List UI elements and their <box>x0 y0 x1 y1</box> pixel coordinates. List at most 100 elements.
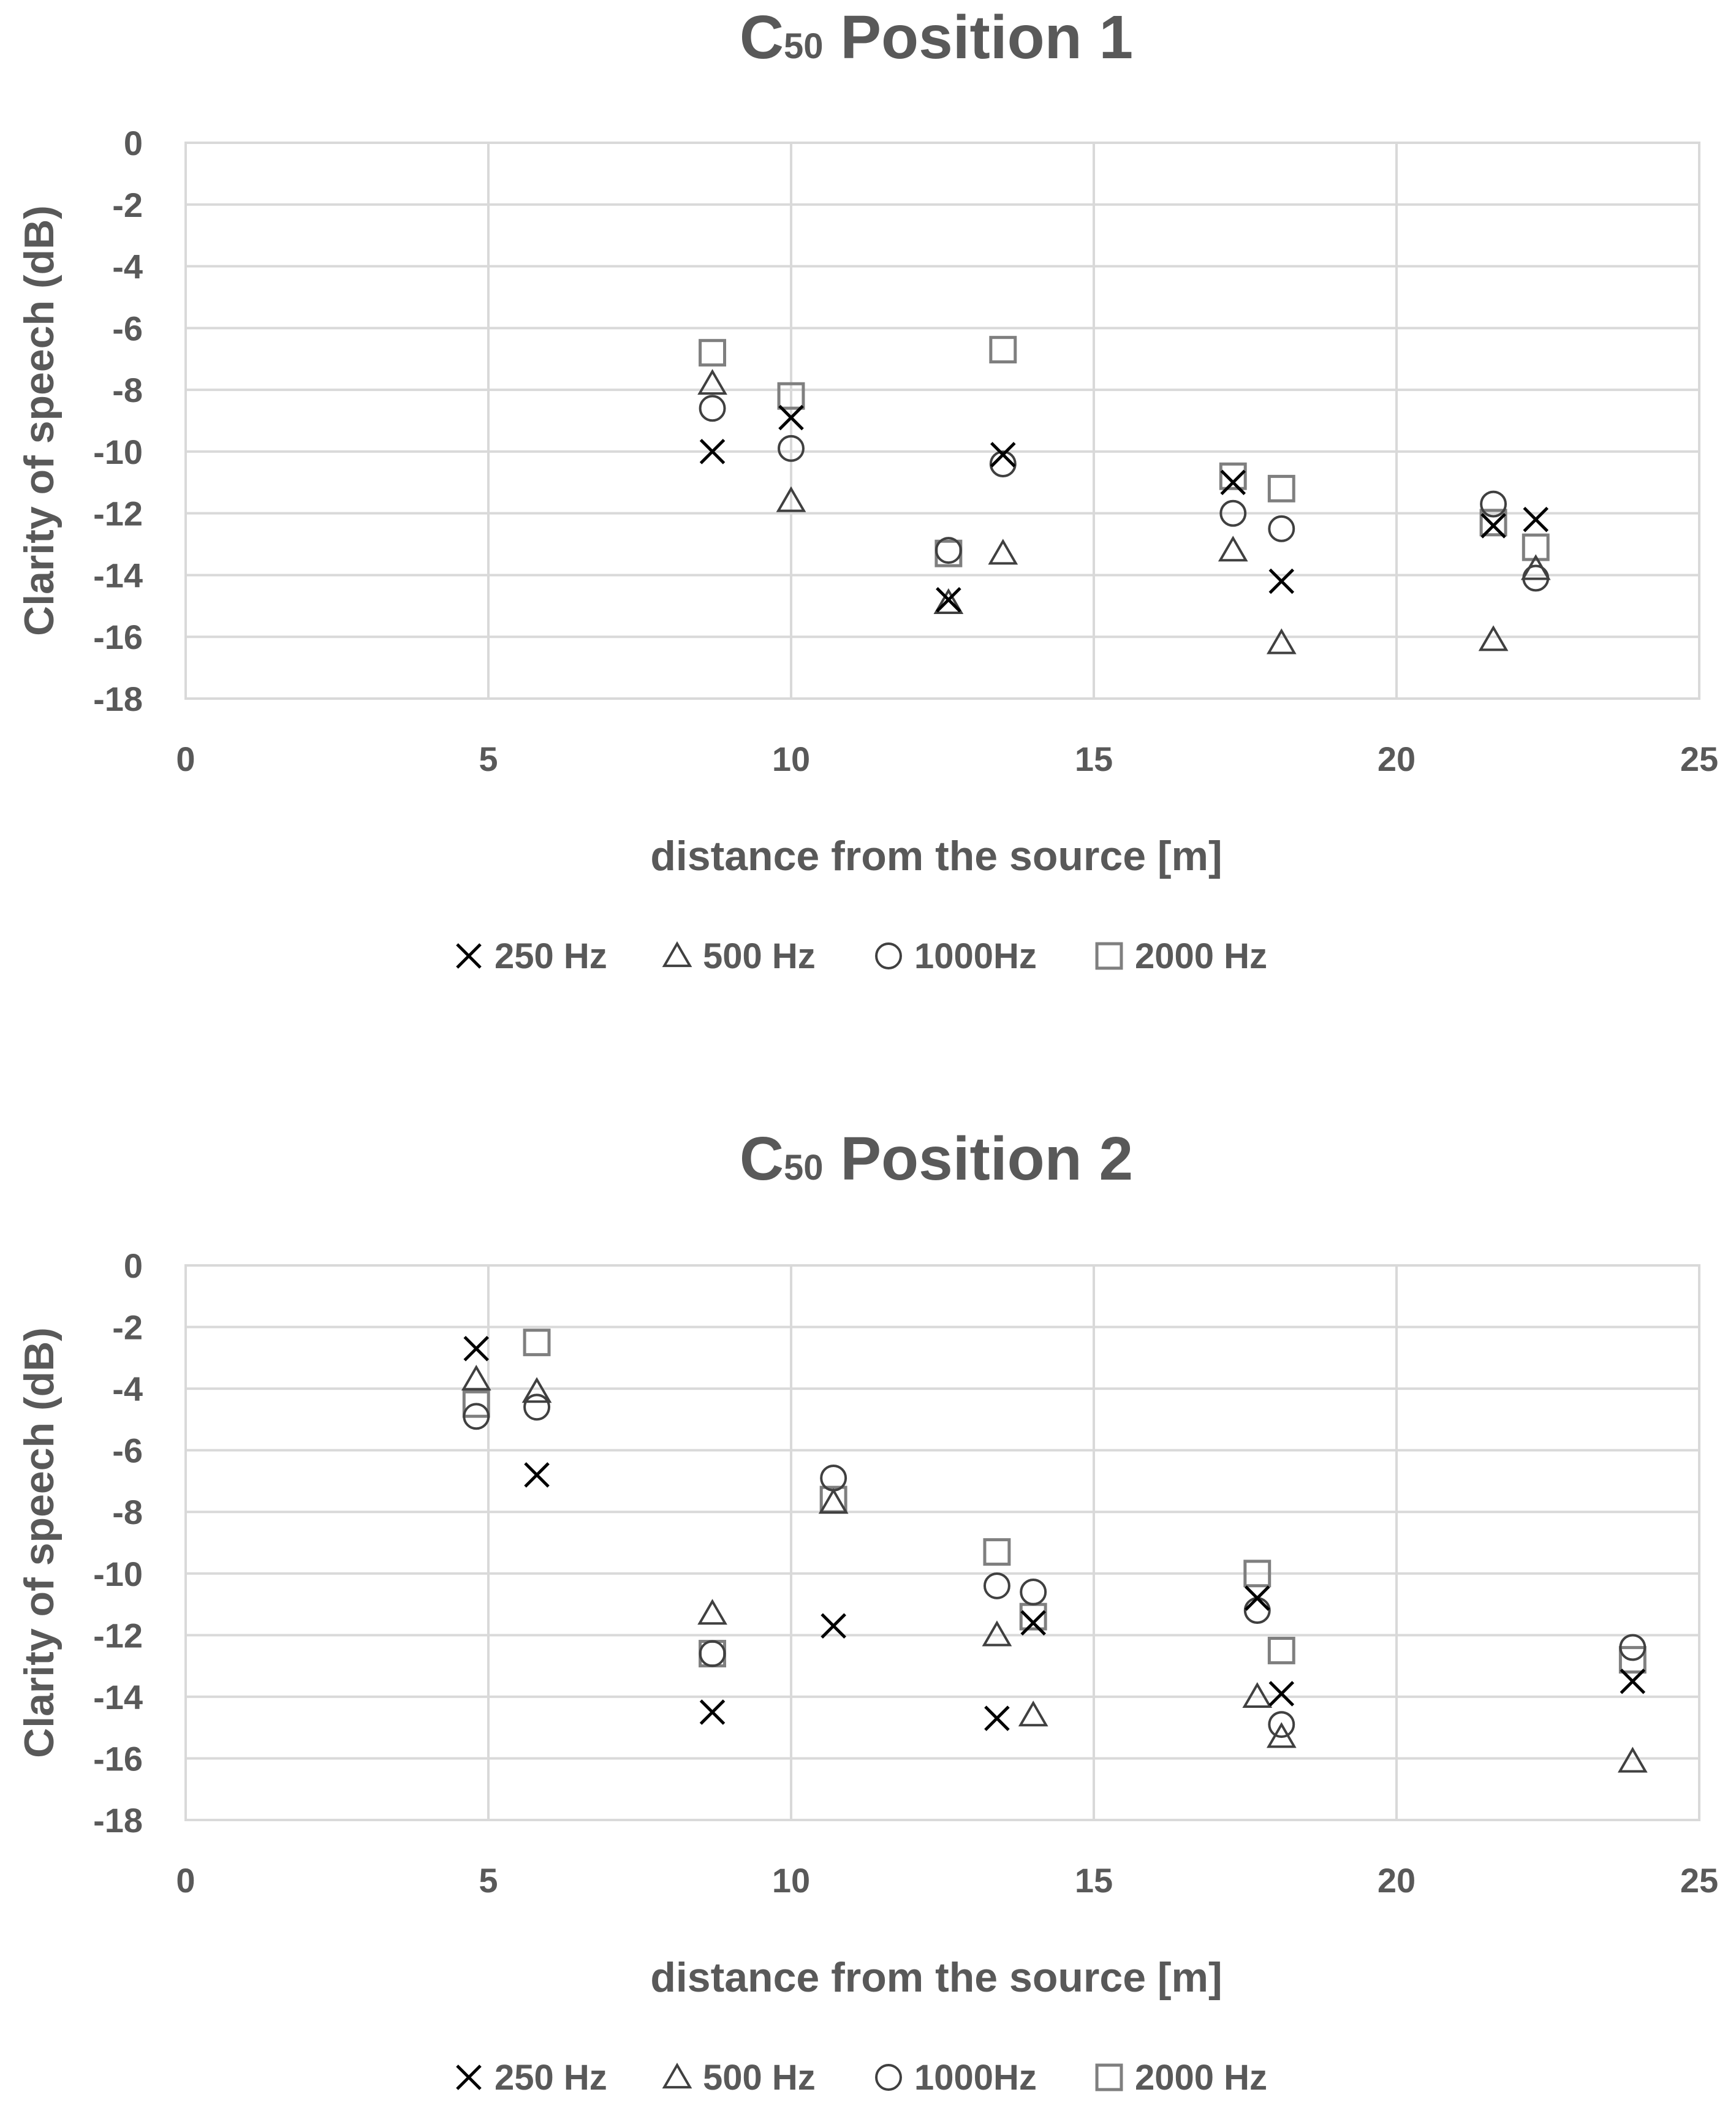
y-tick-label: -4 <box>112 248 143 286</box>
legend-item: 250 Hz <box>456 936 607 976</box>
data-point <box>523 1329 551 1357</box>
data-point <box>982 1620 1012 1647</box>
x-tick-label: 20 <box>1378 1861 1416 1900</box>
series-2000hz <box>462 1329 1647 1674</box>
y-tick-label: -18 <box>93 680 143 718</box>
data-point <box>1619 1634 1647 1661</box>
legend-marker <box>662 2063 692 2089</box>
data-point <box>699 339 727 367</box>
x-tick-label: 10 <box>772 1861 810 1900</box>
y-tick-label: -16 <box>93 618 143 656</box>
x-tick-label: 25 <box>1680 1861 1718 1900</box>
legend-label: 2000 Hz <box>1135 936 1267 976</box>
data-point <box>461 1365 491 1391</box>
legend-item: 1000Hz <box>875 936 1037 976</box>
data-point <box>1018 1700 1048 1727</box>
chart-title-main: C <box>740 1124 784 1193</box>
data-point <box>984 1705 1010 1731</box>
data-point <box>1020 1578 1047 1606</box>
y-axis-title: Clarity of speech (dB) <box>16 205 63 636</box>
y-tick-label: -12 <box>93 1616 143 1655</box>
y-tick-label: -10 <box>93 1555 143 1593</box>
y-tick-label: -8 <box>112 1493 143 1531</box>
y-tick-label: -14 <box>93 1678 143 1716</box>
data-point <box>1267 474 1295 502</box>
legend-label: 500 Hz <box>703 936 816 976</box>
plot-area <box>184 1264 1700 1821</box>
y-tick-label: -16 <box>93 1739 143 1778</box>
data-point <box>1617 1746 1648 1773</box>
data-point <box>697 1599 727 1625</box>
data-point <box>1020 1610 1046 1636</box>
data-point <box>989 450 1017 477</box>
data-point <box>777 382 805 410</box>
legend-marker <box>662 941 692 968</box>
chart-title-main: C <box>740 3 784 72</box>
data-point <box>983 1572 1010 1599</box>
data-point <box>1480 490 1507 518</box>
legend-item: 500 Hz <box>662 2058 816 2098</box>
y-tick-label: 0 <box>124 1246 143 1285</box>
series-1000hz <box>463 1393 1647 1738</box>
data-point <box>1268 1711 1295 1738</box>
data-point <box>1244 1585 1270 1611</box>
x-tick-label: 15 <box>1075 740 1113 778</box>
series-1000hz <box>699 395 1550 592</box>
series-500hz <box>461 1365 1648 1773</box>
data-point <box>1267 1637 1295 1664</box>
legend-label: 1000Hz <box>914 2058 1037 2098</box>
data-point <box>1480 513 1506 539</box>
x-tick-label: 20 <box>1378 740 1416 778</box>
data-point <box>988 539 1018 565</box>
y-tick-label: -4 <box>112 1370 143 1408</box>
data-point <box>524 1462 550 1488</box>
x-axis-title: distance from the source [m] <box>650 1954 1222 2001</box>
data-point <box>463 1403 490 1430</box>
x-tick-label: 5 <box>479 1861 498 1900</box>
legend-marker <box>875 2064 902 2091</box>
data-point <box>1266 1722 1297 1748</box>
chart-title-subscript: 50 <box>784 26 824 66</box>
data-point <box>1522 533 1550 561</box>
y-tick-label: -8 <box>112 371 143 409</box>
chart-title: C50 Position 1 <box>740 3 1133 72</box>
data-point <box>1478 625 1509 651</box>
chart-2: C50 Position 2 0 -2 -4 -6 -8 -10 -12 -14 -16 -18 0 5… <box>16 1124 1718 2098</box>
y-tick-label: -12 <box>93 495 143 533</box>
data-point <box>776 486 806 512</box>
data-point <box>983 1538 1011 1566</box>
data-point <box>1242 1682 1273 1708</box>
x-tick-label: 10 <box>772 740 810 778</box>
data-point <box>463 1335 490 1362</box>
series-500hz <box>697 369 1551 654</box>
y-tick-label: -2 <box>112 186 143 224</box>
y-tick-label: -6 <box>112 1431 143 1470</box>
data-point <box>933 588 964 614</box>
legend-marker <box>456 943 482 969</box>
x-tick-label: 0 <box>176 1861 195 1900</box>
plot-area <box>184 142 1700 700</box>
legend-item: 500 Hz <box>662 936 816 976</box>
data-point <box>934 537 962 564</box>
data-point <box>699 1640 726 1667</box>
legend-item: 2000 Hz <box>1095 2058 1267 2098</box>
data-point <box>1268 515 1295 542</box>
legend-item: 1000Hz <box>875 2058 1037 2098</box>
legend-label: 1000Hz <box>914 936 1037 976</box>
x-tick-label: 15 <box>1075 1861 1113 1900</box>
data-point <box>699 395 726 422</box>
legend-item: 250 Hz <box>456 2058 607 2098</box>
x-axis-title: distance from the source [m] <box>650 833 1222 879</box>
y-tick-label: -18 <box>93 1801 143 1840</box>
data-point <box>1218 536 1248 562</box>
legend-label: 2000 Hz <box>1135 2058 1267 2098</box>
chart-title-rest: Position 1 <box>824 3 1134 72</box>
legend-marker <box>875 942 902 969</box>
x-tick-label: 25 <box>1680 740 1718 778</box>
legend-marker <box>1095 942 1123 970</box>
data-point <box>1243 1560 1272 1588</box>
y-tick-label: -10 <box>93 433 143 471</box>
series-250hz <box>463 1335 1646 1731</box>
data-point <box>699 439 726 464</box>
